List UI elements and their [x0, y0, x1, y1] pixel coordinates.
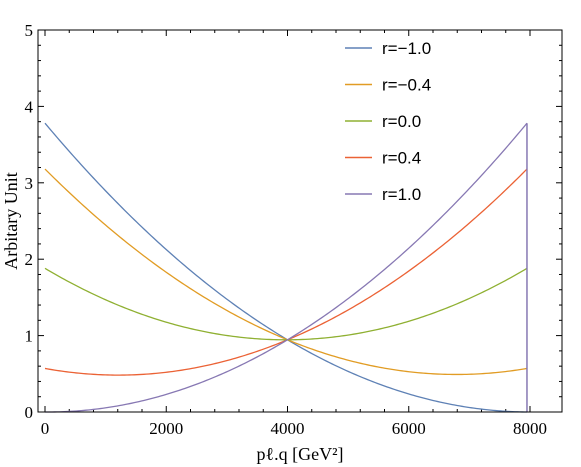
y-tick-label: 1	[25, 327, 34, 346]
legend-label: r=0.0	[382, 112, 421, 131]
y-tick-label: 0	[25, 403, 34, 422]
legend-label: r=−0.4	[382, 76, 431, 95]
series-line	[44, 122, 527, 413]
legend-label: r=−1.0	[382, 39, 431, 58]
series-line	[44, 267, 528, 341]
plot-frame	[37, 29, 563, 413]
y-axis-label: Arbitary Unit	[1, 172, 21, 269]
legend-item: r=0.0	[345, 112, 421, 131]
legend-label: r=1.0	[382, 185, 421, 204]
y-tick-label: 4	[25, 97, 34, 116]
y-tick-label: 2	[25, 250, 34, 269]
x-tick-label: 8000	[513, 419, 547, 438]
y-tick-label: 5	[25, 21, 34, 40]
series-line	[45, 122, 528, 413]
x-axis-label: pℓ.q [GeV²]	[257, 444, 344, 464]
legend-item: r=0.4	[345, 149, 421, 168]
tick-marks	[38, 29, 562, 413]
x-tick-label: 0	[41, 419, 50, 438]
legend-label: r=0.4	[382, 149, 421, 168]
series-lines	[44, 122, 528, 413]
series-line	[44, 168, 528, 376]
x-tick-labels: 0 2000 4000 6000 8000	[41, 419, 547, 438]
x-tick-label: 4000	[271, 419, 305, 438]
series-line	[44, 168, 528, 376]
legend-item: r=−1.0	[345, 39, 431, 58]
y-tick-label: 3	[25, 174, 34, 193]
x-tick-label: 6000	[392, 419, 426, 438]
legend: r=−1.0 r=−0.4 r=0.0 r=0.4 r=1.0	[345, 39, 431, 204]
legend-item: r=−0.4	[345, 76, 431, 95]
legend-item: r=1.0	[345, 185, 421, 204]
x-tick-label: 2000	[149, 419, 183, 438]
y-tick-labels: 0 1 2 3 4 5	[25, 21, 34, 422]
